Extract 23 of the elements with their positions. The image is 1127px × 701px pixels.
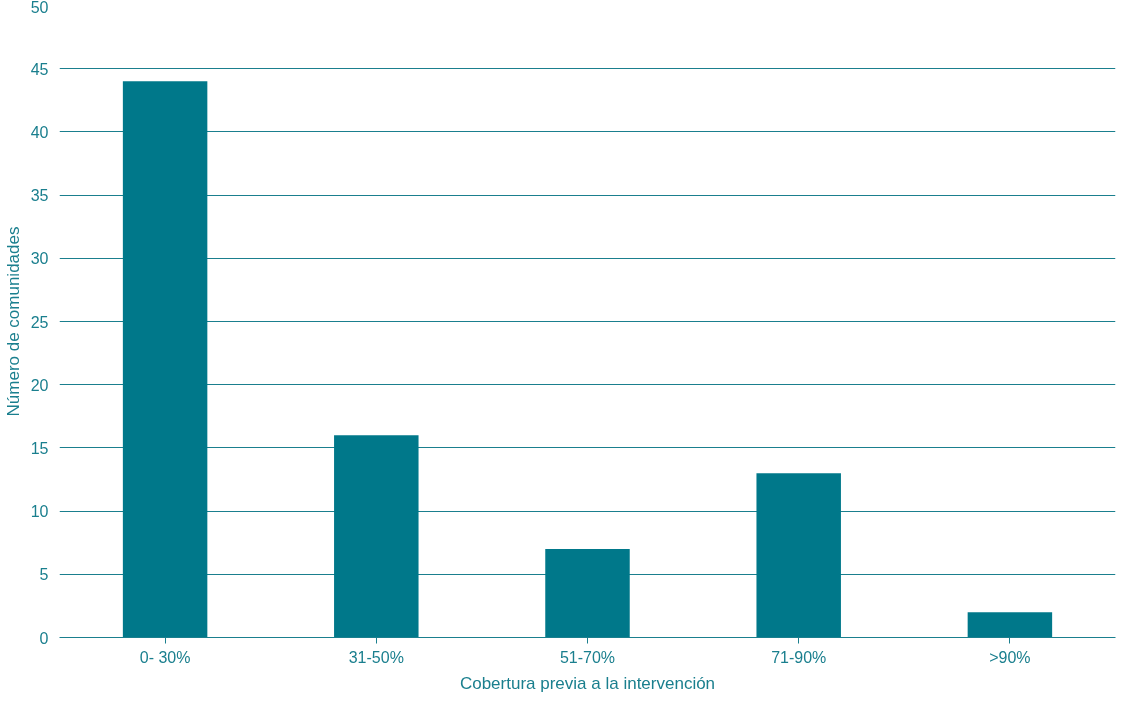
x-tick-label: 31-50% <box>348 648 404 666</box>
y-tick-label: 15 <box>30 439 49 457</box>
y-tick-label: 25 <box>30 313 49 331</box>
x-tick-label: >90% <box>989 648 1031 666</box>
y-tick-label: 20 <box>30 376 49 394</box>
x-axis-title: Cobertura previa a la intervención <box>459 673 716 693</box>
bar <box>334 435 419 638</box>
bar <box>756 473 841 638</box>
y-tick-label: 50 <box>30 0 49 16</box>
y-tick-label: 40 <box>30 123 49 141</box>
y-tick-label: 45 <box>30 60 49 78</box>
x-tick-label: 51-70% <box>559 648 616 666</box>
y-tick-label: 35 <box>30 187 49 205</box>
x-tick-label: 71-90% <box>771 648 827 666</box>
x-tick-label: 0- 30% <box>139 648 191 666</box>
bar <box>122 81 208 638</box>
y-tick-label: 30 <box>30 250 49 268</box>
y-tick-label: 10 <box>30 503 49 521</box>
bar <box>967 612 1053 638</box>
y-axis-title: Número de comunidades <box>3 226 23 417</box>
y-tick-label: 0 <box>39 629 49 647</box>
bar <box>545 549 630 638</box>
y-tick-label: 5 <box>39 566 49 584</box>
